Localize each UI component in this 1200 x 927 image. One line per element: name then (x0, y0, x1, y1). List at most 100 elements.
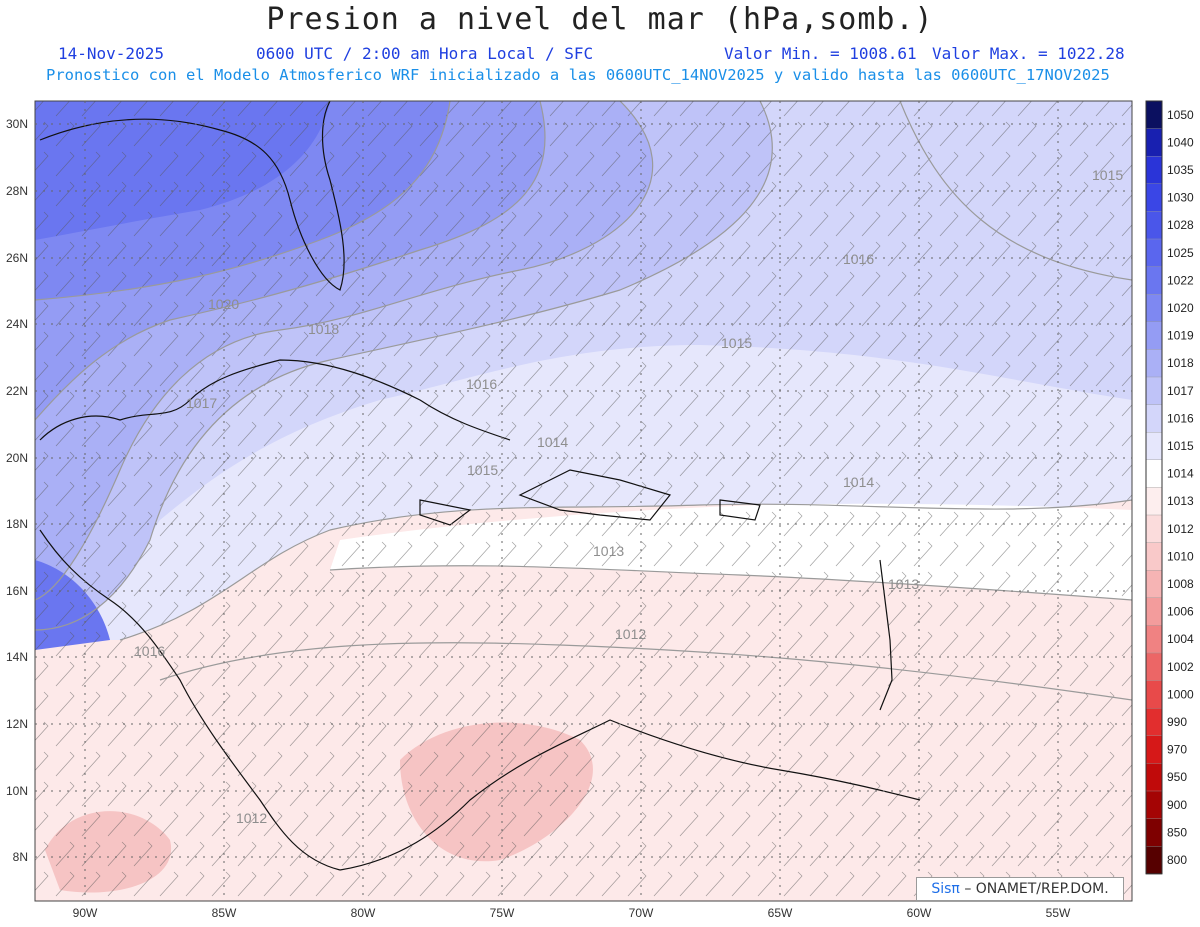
colorbar-label: 800 (1167, 853, 1187, 867)
forecast-time: 0600 UTC / 2:00 am Hora Local / SFC (256, 44, 594, 63)
isobar-label: 1018 (308, 321, 339, 337)
colorbar-label: 1010 (1167, 549, 1194, 563)
colorbar-swatch (1145, 625, 1163, 654)
lat-label: 26N (6, 251, 28, 265)
isobar-label: 1015 (467, 462, 498, 478)
credit-box: Sisπ – ONAMET/REP.DOM. (916, 877, 1124, 901)
map-title: Presion a nivel del mar (hPa,somb.) (266, 2, 934, 37)
longitude-labels: 90W 85W 80W 75W 70W 65W 60W 55W (73, 906, 1071, 920)
colorbar-swatch (1145, 432, 1163, 461)
colorbar-swatch (1145, 128, 1163, 157)
isobar-label: 1013 (593, 543, 624, 559)
isobar-label: 1017 (186, 395, 217, 411)
colorbar-swatch (1145, 321, 1163, 351)
colorbar-swatch (1145, 597, 1163, 627)
isobar-label: 1012 (236, 810, 267, 826)
colorbar-label: 850 (1167, 825, 1187, 839)
colorbar-label: 1028 (1167, 218, 1194, 232)
graticule (35, 101, 1132, 901)
colorbar-swatch (1145, 818, 1163, 847)
isobar-label: 1016 (466, 376, 497, 392)
colorbar-swatch (1145, 846, 1163, 875)
lat-label: 18N (6, 517, 28, 531)
colorbar-frame (1145, 100, 1163, 875)
lat-label: 28N (6, 184, 28, 198)
colorbar-label: 1016 (1167, 411, 1194, 425)
colorbar-label: 1002 (1167, 660, 1194, 674)
pressure-field (35, 101, 1132, 901)
isobar-label: 1016 (134, 643, 165, 659)
colorbar-swatch (1145, 542, 1163, 571)
colorbar-swatch (1145, 155, 1163, 185)
colorbar-swatch (1145, 349, 1163, 378)
colorbar-swatch (1145, 211, 1163, 240)
colorbar-label: 1022 (1167, 273, 1194, 287)
colorbar-label: 950 (1167, 770, 1187, 784)
colorbar-label: 1020 (1167, 301, 1194, 315)
lat-label: 24N (6, 317, 28, 331)
colorbar-swatch (1145, 652, 1163, 682)
lat-label: 8N (13, 850, 28, 864)
colorbar-swatch (1145, 266, 1163, 295)
lon-label: 60W (907, 906, 932, 920)
latitude-labels: 30N 28N 26N 24N 22N 20N 18N 16N 14N 12N … (6, 117, 28, 864)
colorbar-label: 1000 (1167, 687, 1194, 701)
colorbar-swatch (1145, 708, 1163, 737)
lat-label: 12N (6, 717, 28, 731)
colorbar-label: 1017 (1167, 384, 1194, 398)
colorbar-swatch (1145, 183, 1163, 213)
colorbar-swatch (1145, 570, 1163, 599)
lat-label: 20N (6, 451, 28, 465)
isobar-label: 1013 (888, 576, 919, 592)
colorbar-label: 900 (1167, 798, 1187, 812)
colorbar-label: 1018 (1167, 356, 1194, 370)
isobar-label: 1015 (721, 335, 752, 351)
brand-logo: Sisπ (931, 881, 960, 897)
colorbar-label: 1040 (1167, 135, 1194, 149)
forecast-note: Pronostico con el Modelo Atmosferico WRF… (46, 66, 1110, 84)
colorbar-swatch (1145, 238, 1163, 268)
credit-text: – ONAMET/REP.DOM. (964, 881, 1109, 897)
colorbar-swatch (1145, 735, 1163, 765)
max-value: Valor Max. = 1022.28 (932, 44, 1125, 63)
colorbar-label: 1050 (1167, 108, 1194, 122)
colorbar-label: 990 (1167, 715, 1187, 729)
colorbar-label: 1008 (1167, 577, 1194, 591)
colorbar-label: 970 (1167, 743, 1187, 757)
lon-label: 55W (1046, 906, 1071, 920)
lon-label: 85W (212, 906, 237, 920)
colorbar-label: 1035 (1167, 163, 1194, 177)
colorbar-swatch (1145, 459, 1163, 489)
lon-label: 70W (629, 906, 654, 920)
lat-label: 10N (6, 784, 28, 798)
isobar-label: 1020 (208, 296, 239, 312)
colorbar-label: 1004 (1167, 632, 1194, 646)
colorbar-label: 1030 (1167, 191, 1194, 205)
colorbar-swatch (1145, 404, 1163, 433)
isobar-labels: 1020 1018 1017 1016 1016 1015 1015 1015 … (134, 167, 1123, 826)
lon-label: 80W (351, 906, 376, 920)
isobar-label: 1015 (1092, 167, 1123, 183)
colorbar-swatch (1145, 790, 1163, 820)
forecast-date: 14-Nov-2025 (58, 44, 164, 63)
colorbar-label: 1014 (1167, 467, 1194, 481)
colorbar-swatch (1145, 376, 1163, 406)
colorbar-label: 1013 (1167, 494, 1194, 508)
colorbar-swatch (1145, 514, 1163, 544)
colorbar-swatch (1145, 487, 1163, 516)
lat-label: 14N (6, 650, 28, 664)
colorbar-label: 1006 (1167, 605, 1194, 619)
isobar-label: 1016 (843, 251, 874, 267)
colorbar-label: 1019 (1167, 329, 1194, 343)
colorbar-swatch (1145, 294, 1163, 323)
lon-label: 65W (768, 906, 793, 920)
lon-label: 75W (490, 906, 515, 920)
colorbar-label: 1015 (1167, 439, 1194, 453)
colorbar-label: 1012 (1167, 522, 1194, 536)
lat-label: 16N (6, 584, 28, 598)
colorbar-swatch (1145, 680, 1163, 709)
colorbar-swatch (1145, 763, 1163, 792)
min-value: Valor Min. = 1008.61 (724, 44, 917, 63)
isobar-label: 1014 (537, 434, 568, 450)
colorbar: 1050 1040 1035 1030 1028 1025 1022 1020 1019 1018… (1145, 100, 1194, 875)
